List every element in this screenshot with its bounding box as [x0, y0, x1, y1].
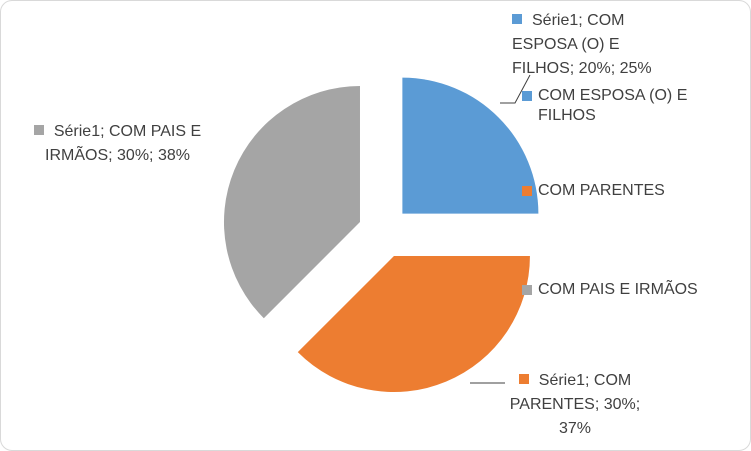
data-label-pais-text: Série1; COM PAIS E IRMÃOS; 30%; 38% — [45, 123, 202, 164]
legend-marker-pais — [522, 285, 532, 295]
data-label-parentes-text: Série1; COM PARENTES; 30%; 37% — [509, 372, 641, 437]
slice-pais — [223, 86, 360, 319]
leader-line-esposa — [500, 74, 531, 104]
legend-label-esposa: COM ESPOSA (O) E FILHOS — [538, 87, 688, 124]
legend-marker-parentes — [522, 186, 532, 196]
legend-item-esposa: COM ESPOSA (O) E FILHOS — [522, 86, 722, 126]
legend-label-pais: COM PAIS E IRMÃOS — [538, 281, 698, 298]
data-label-parentes: Série1; COM PARENTES; 30%; 37% — [500, 369, 650, 441]
legend-item-pais: COM PAIS E IRMÃOS — [522, 280, 698, 300]
data-label-esposa-text: Série1; COM ESPOSA (O) E FILHOS; 20%; 25… — [512, 12, 652, 77]
data-label-parentes-marker — [518, 374, 529, 384]
data-label-pais: Série1; COM PAIS E IRMÃOS; 30%; 38% — [30, 120, 205, 168]
data-label-esposa-marker — [512, 14, 522, 24]
slice-parentes — [297, 256, 530, 393]
legend-marker-esposa — [522, 91, 532, 101]
legend-item-parentes: COM PARENTES — [522, 181, 665, 201]
legend-label-parentes: COM PARENTES — [538, 182, 665, 199]
data-label-pais-marker — [33, 125, 44, 135]
slice-esposa — [402, 77, 539, 214]
data-label-esposa: Série1; COM ESPOSA (O) E FILHOS; 20%; 25… — [512, 9, 662, 81]
